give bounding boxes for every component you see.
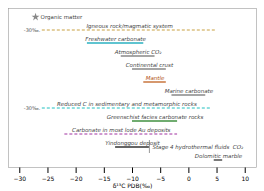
svg-text:Carbonate in most lode Au depo: Carbonate in most lode Au deposits	[72, 127, 171, 134]
svg-text:Atmospheric CO₂: Atmospheric CO₂	[114, 49, 163, 56]
svg-text:10: 10	[241, 175, 249, 182]
svg-text:−10: −10	[126, 174, 139, 182]
svg-text:δ¹³C PDB(‰): δ¹³C PDB(‰)	[113, 182, 153, 189]
svg-text:Marine carbonate: Marine carbonate	[165, 88, 214, 94]
svg-text:−30: −30	[13, 175, 26, 182]
svg-text:−25: −25	[42, 175, 55, 182]
svg-text:Mantle: Mantle	[146, 75, 165, 81]
svg-text:Igneous rock/magmatic system: Igneous rock/magmatic system	[86, 23, 172, 30]
svg-text:Organic matter: Organic matter	[41, 14, 84, 21]
svg-text:−20: −20	[70, 175, 83, 182]
svg-text:Greenschist facies carbonate r: Greenschist facies carbonate rocks	[107, 114, 204, 120]
svg-text:-30‰.: -30‰.	[24, 27, 41, 33]
svg-text:−15: −15	[98, 175, 111, 182]
svg-text:Reduced C in sedimentary and m: Reduced C in sedimentary and metamorphic…	[57, 101, 197, 108]
svg-text:Stage 4 hydrothermal fluids C: Stage 4 hydrothermal fluids CO₂	[152, 144, 244, 151]
svg-text:Freshwater carbonate: Freshwater carbonate	[85, 36, 146, 42]
svg-text:-30‰.: -30‰.	[24, 105, 41, 111]
svg-text:−5: −5	[156, 175, 165, 182]
svg-text:Dolomitic marble: Dolomitic marble	[195, 153, 243, 159]
svg-text:Continental crust: Continental crust	[126, 62, 174, 68]
svg-text:0: 0	[187, 175, 191, 182]
svg-text:5: 5	[215, 175, 219, 182]
svg-text:Yindonggou deposit: Yindonggou deposit	[105, 139, 160, 146]
